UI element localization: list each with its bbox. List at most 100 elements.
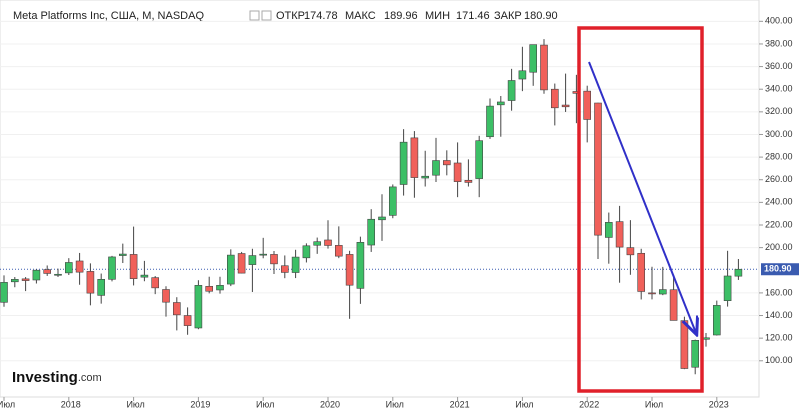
candle-body — [151, 277, 159, 289]
logo-suffix: .com — [78, 372, 102, 384]
candle-body — [162, 289, 170, 303]
highlight-box — [577, 26, 704, 393]
low-label: МИН — [425, 10, 450, 22]
y-tick-label: 300.00 — [765, 129, 793, 139]
candle-body — [129, 254, 138, 279]
candle-body — [205, 286, 213, 292]
candle-body — [561, 104, 570, 108]
logo-name: Investing — [12, 369, 78, 386]
candle-body — [65, 262, 73, 274]
x-tick-label: 2018 — [61, 399, 81, 409]
y-tick-label: 160.00 — [765, 287, 793, 297]
y-tick-label: 240.00 — [765, 197, 793, 207]
x-tick-label: 2020 — [320, 399, 340, 409]
x-tick-label: 2019 — [190, 399, 210, 409]
x-tick-label: 2023 — [709, 399, 729, 409]
y-tick-label: 380.00 — [765, 38, 793, 48]
plot-area — [0, 0, 760, 398]
low-value: 171.46 — [456, 10, 490, 22]
candle-body — [345, 254, 354, 286]
close-label: ЗАКР — [494, 10, 522, 22]
candle-body — [75, 260, 84, 273]
x-tick-label: Июл — [126, 399, 144, 409]
x-tick-label: Июл — [515, 399, 533, 409]
candle-body — [410, 137, 419, 178]
open-value: 174.78 — [304, 10, 338, 22]
last-price-label: 180.90 — [764, 264, 792, 274]
candle-body — [237, 253, 246, 274]
candle-body — [680, 320, 689, 369]
candle-body — [227, 254, 235, 285]
candle-body — [97, 279, 105, 296]
candle-body — [140, 274, 149, 278]
icon[interactable] — [261, 10, 272, 21]
logo: Investing.com — [12, 369, 102, 386]
candle-body — [723, 275, 732, 302]
candle-body — [356, 242, 365, 289]
candle-body — [399, 141, 408, 185]
x-tick-label: Июл — [386, 399, 404, 409]
y-tick-label: 140.00 — [765, 310, 793, 320]
candle-body — [540, 44, 548, 91]
candle-body — [432, 160, 440, 176]
candle-body — [54, 273, 62, 276]
high-value: 189.96 — [384, 10, 418, 22]
candle-body — [86, 271, 95, 294]
header: Meta Platforms Inc, США, М, NASDAQ ОТКР … — [13, 10, 558, 22]
candle-body — [637, 252, 646, 292]
high-label: МАКС — [345, 10, 376, 22]
candle-body — [388, 186, 397, 216]
x-tick-label: Июл — [256, 399, 274, 409]
candle-body — [658, 289, 667, 295]
candle-body — [302, 245, 311, 259]
candle-body — [626, 247, 635, 256]
candle-body — [11, 279, 19, 283]
x-tick-label: 2022 — [579, 399, 599, 409]
y-tick-label: 280.00 — [765, 151, 793, 161]
y-tick-label: 320.00 — [765, 106, 793, 116]
title: Meta Platforms Inc, США, М, NASDAQ — [13, 10, 204, 22]
candle-body — [270, 254, 278, 265]
candle-body — [194, 285, 203, 329]
candle-body — [183, 315, 192, 326]
candle-body — [507, 80, 516, 101]
candle-body — [421, 175, 430, 179]
candle-body — [378, 216, 386, 221]
candle-body — [248, 255, 257, 265]
candle-body — [0, 282, 8, 303]
last-price-tag — [761, 263, 799, 276]
icon[interactable] — [249, 10, 260, 21]
candle-body — [324, 239, 332, 246]
candle-body — [583, 90, 592, 120]
candle-body — [669, 289, 678, 321]
candle-body — [594, 102, 602, 236]
candle-body — [691, 340, 700, 368]
close-value: 180.90 — [524, 10, 558, 22]
candle-body — [216, 285, 224, 291]
candle-body — [43, 269, 52, 274]
candle-body — [367, 218, 376, 246]
x-tick-label: 2021 — [450, 399, 470, 409]
y-tick-label: 200.00 — [765, 242, 793, 252]
candle-body — [442, 160, 451, 166]
y-tick-label: 260.00 — [765, 174, 793, 184]
candle-body — [518, 70, 527, 80]
candle-body — [173, 302, 181, 316]
y-tick-label: 100.00 — [765, 355, 793, 365]
candle-body — [21, 278, 30, 281]
candle-body — [615, 221, 624, 248]
candle-body — [486, 105, 494, 138]
candle-body — [475, 140, 484, 179]
x-tick-label: Июл — [645, 399, 663, 409]
candle-body — [712, 305, 721, 336]
candle-body — [334, 245, 343, 257]
candle-body — [119, 253, 127, 256]
y-tick-label: 220.00 — [765, 219, 793, 229]
y-tick-label: 360.00 — [765, 61, 793, 71]
candle-body — [32, 269, 41, 281]
candle-body — [496, 101, 505, 106]
candle-body — [648, 292, 656, 295]
candle-body — [464, 180, 473, 183]
candle-body — [529, 44, 538, 73]
